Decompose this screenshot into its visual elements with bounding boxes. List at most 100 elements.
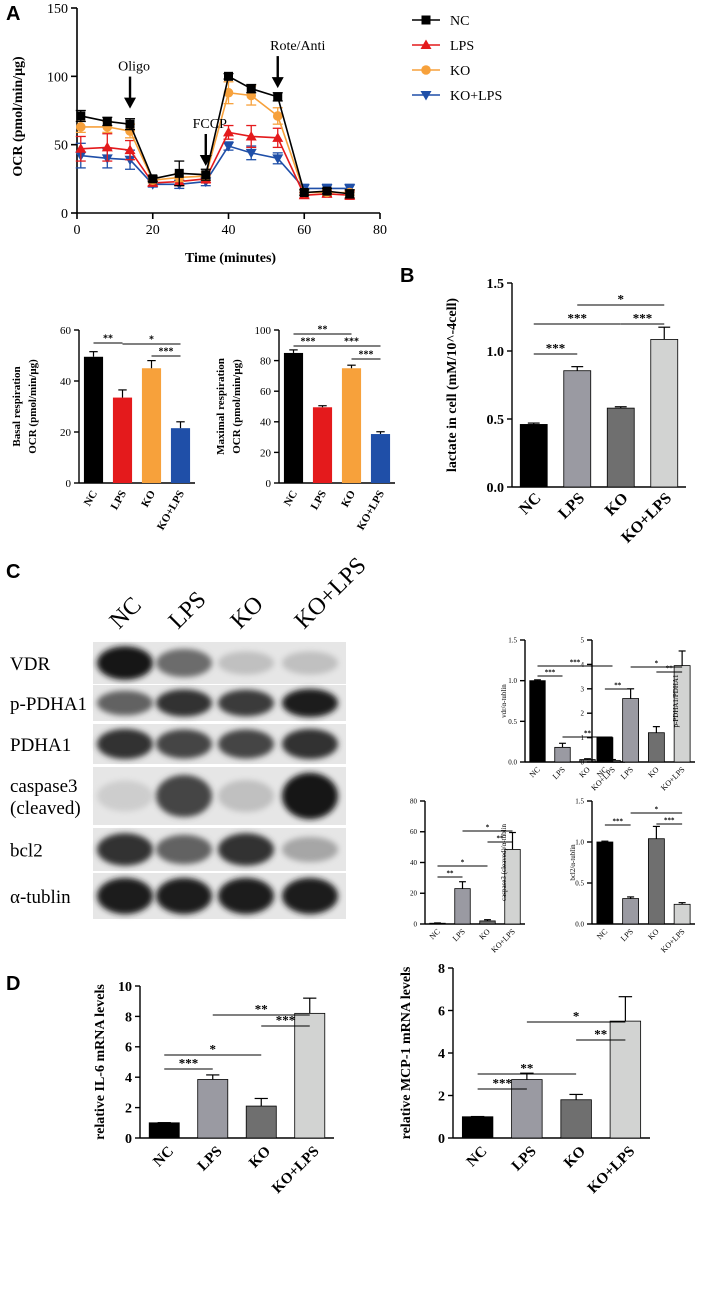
y-tick-label: 60 [60, 325, 72, 337]
x-tick-label: NC [516, 490, 544, 518]
y-axis-label: relative MCP-1 mRNA levels [399, 966, 414, 1139]
x-tick-label: 40 [222, 223, 236, 238]
y-tick-label: 1.5 [508, 636, 517, 644]
y-tick-label: 20 [60, 427, 72, 439]
y-tick-label: 0 [125, 1132, 132, 1147]
x-tick-label: 0 [74, 223, 81, 238]
data-point [124, 155, 136, 166]
lane-label: KO [226, 591, 269, 634]
bar-NC [461, 1116, 494, 1139]
legend-marker [420, 91, 432, 101]
bar-KO [141, 368, 162, 483]
series-line [80, 75, 350, 195]
series-NC [75, 71, 355, 199]
series-KO [75, 81, 355, 198]
legend-marker [421, 15, 431, 25]
significance-label: *** [359, 350, 374, 361]
x-tick-label: LPS [555, 490, 588, 523]
x-tick-label: KO+LPS [269, 1144, 322, 1197]
bar-KO [341, 368, 362, 483]
y-tick-label: 100 [255, 325, 272, 337]
blot-band [282, 772, 338, 820]
y-tick-label: 0 [581, 758, 585, 766]
significance-label: *** [545, 669, 556, 677]
y-tick-label: 1.0 [487, 345, 505, 360]
y-tick-label: 150 [47, 2, 68, 17]
data-point [76, 111, 86, 121]
data-point [124, 144, 136, 155]
blot-band [156, 689, 212, 717]
y-tick-label: 20 [410, 890, 418, 898]
significance-label: ** [614, 682, 622, 690]
blot-band [156, 648, 212, 678]
significance-label: ** [666, 665, 674, 673]
blot-row-0: VDR [10, 642, 346, 684]
y-axis-label: caspase3 (cleaved)/α-tublin [500, 824, 508, 901]
y-tick-label: 1.5 [487, 277, 505, 292]
significance-label: *** [276, 1013, 296, 1028]
y-tick-label: 0.0 [575, 920, 584, 928]
x-tick-label: KO+LPS [489, 927, 516, 954]
blot-row-label: caspase3 [10, 776, 78, 797]
x-tick-label: 20 [146, 223, 160, 238]
x-tick-label: KO [602, 490, 632, 520]
x-tick-label: KO [646, 765, 661, 780]
y-axis-label: Basal respiration [11, 366, 23, 446]
blot-band [218, 877, 274, 915]
bar-NC [596, 737, 614, 763]
significance-label: * [573, 1009, 580, 1024]
y-tick-label: 4 [125, 1071, 132, 1086]
blot-row-label: (cleaved) [10, 798, 81, 819]
blot-row-4: bcl2 [10, 828, 346, 871]
legend: NC LPS KO KO+LPS [412, 14, 502, 104]
y-tick-label: 20 [260, 447, 272, 459]
significance-label: * [149, 335, 154, 346]
significance-label: ** [497, 835, 505, 843]
x-tick-label: LPS [619, 765, 635, 781]
y-axis-label: OCR (pmol/min/μg) [27, 359, 39, 454]
y-tick-label: 8 [125, 1010, 132, 1025]
y-tick-label: 60 [410, 828, 418, 836]
bar-NC [283, 352, 304, 483]
bar-NC [83, 356, 104, 483]
data-point [101, 141, 113, 152]
data-point [201, 170, 211, 180]
bar-KO+LPS [170, 428, 191, 483]
y-axis-label: vdr/α-tublin [500, 684, 508, 718]
y-tick-label: 0.5 [508, 718, 517, 726]
blot-band [282, 651, 338, 675]
x-tick-label: KO [577, 765, 592, 780]
x-tick-label: NC [464, 1144, 491, 1171]
y-tick-label: 0.5 [575, 879, 584, 887]
significance-label: * [618, 292, 625, 307]
x-tick-label: LPS [195, 1144, 226, 1175]
annotation-arrow-head [271, 77, 284, 89]
bar-LPS [112, 397, 133, 483]
panel-letter-d: D [6, 973, 20, 995]
series-KO+LPS [75, 141, 356, 194]
x-tick-label: NC [428, 927, 442, 941]
data-point [272, 111, 283, 121]
x-tick-label: KO+LPS [659, 765, 686, 792]
blot-band [282, 688, 338, 718]
bar-LPS [563, 370, 592, 488]
data-point [102, 116, 112, 126]
data-point [75, 122, 86, 132]
x-axis-label: Time (minutes) [185, 251, 276, 266]
bar-NC [596, 841, 614, 925]
y-tick-label: 60 [260, 386, 272, 398]
bar-LPS [554, 746, 571, 763]
blot-band [97, 833, 153, 866]
blot-row-1: p-PDHA1 [10, 685, 346, 721]
y-axis-label: OCR (pmol/min/μg) [231, 359, 243, 454]
x-tick-label: NC [150, 1144, 177, 1171]
blot-row-label: VDR [10, 654, 50, 675]
y-tick-label: 0 [66, 478, 72, 490]
x-tick-label: NC [82, 488, 100, 508]
y-tick-label: 0 [266, 478, 272, 490]
significance-label: ** [255, 1002, 268, 1017]
